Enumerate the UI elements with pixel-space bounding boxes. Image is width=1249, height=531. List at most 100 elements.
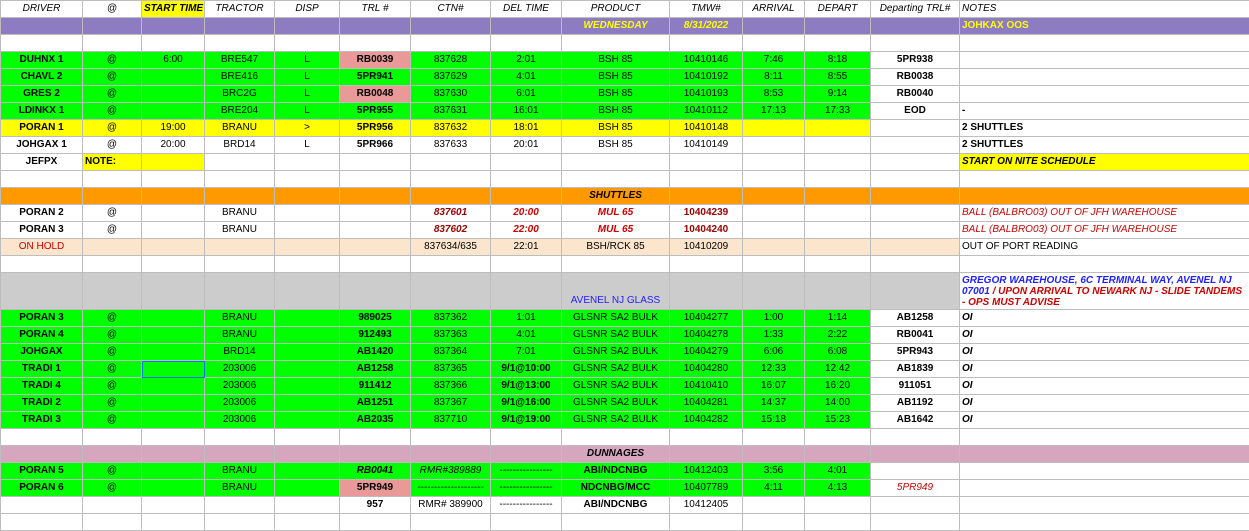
cell-at[interactable]: @ <box>83 69 142 86</box>
cell-start[interactable] <box>142 205 205 222</box>
cell-arrival[interactable]: 1:00 <box>743 310 805 327</box>
empty-cell[interactable] <box>1 171 83 188</box>
cell-del[interactable]: ---------------- <box>491 480 562 497</box>
cell-tmw[interactable]: 10404279 <box>670 344 743 361</box>
cell-tmw[interactable]: 10404281 <box>670 395 743 412</box>
empty-cell[interactable] <box>83 171 142 188</box>
empty-cell[interactable] <box>275 497 340 514</box>
empty-cell[interactable] <box>871 154 960 171</box>
cell-del[interactable]: 9/1@19:00 <box>491 412 562 429</box>
empty-cell[interactable] <box>411 429 491 446</box>
cell-driver[interactable]: ON HOLD <box>1 239 83 256</box>
cell-tractor[interactable]: 203006 <box>205 361 275 378</box>
empty-cell[interactable] <box>871 256 960 273</box>
empty-cell[interactable] <box>1 188 83 205</box>
cell-del[interactable]: ---------------- <box>491 497 562 514</box>
cell-product[interactable]: BSH/RCK 85 <box>562 239 670 256</box>
cell-notes[interactable]: OI <box>960 395 1249 412</box>
cell-arrival[interactable]: 8:11 <box>743 69 805 86</box>
cell-ctn[interactable]: 837365 <box>411 361 491 378</box>
cell-at[interactable]: @ <box>83 137 142 154</box>
cell-depart[interactable]: 4:01 <box>805 463 871 480</box>
cell-disp[interactable]: L <box>275 52 340 69</box>
empty-cell[interactable] <box>142 273 205 310</box>
cell-product[interactable]: ABI/NDCNBG <box>562 497 670 514</box>
cell-driver[interactable]: PORAN 4 <box>1 327 83 344</box>
cell-notes[interactable]: OI <box>960 327 1249 344</box>
cell-at[interactable]: @ <box>83 378 142 395</box>
cell-del[interactable]: 4:01 <box>491 69 562 86</box>
cell-dep-trl[interactable]: 5PR943 <box>871 344 960 361</box>
cell-del[interactable]: 9/1@10:00 <box>491 361 562 378</box>
cell-ctn[interactable]: 837362 <box>411 310 491 327</box>
cell-at[interactable]: @ <box>83 120 142 137</box>
cell-tractor[interactable]: BRANU <box>205 327 275 344</box>
cell-disp[interactable] <box>275 378 340 395</box>
header-arrival[interactable]: ARRIVAL <box>743 1 805 18</box>
cell-start[interactable]: 19:00 <box>142 120 205 137</box>
header-depart[interactable]: DEPART <box>805 1 871 18</box>
cell-dep-trl[interactable] <box>871 463 960 480</box>
empty-cell[interactable] <box>871 171 960 188</box>
cell-disp[interactable]: L <box>275 69 340 86</box>
cell-trl[interactable]: RB0041 <box>340 463 411 480</box>
empty-cell[interactable] <box>142 239 205 256</box>
header-disp[interactable]: DISP <box>275 1 340 18</box>
cell-arrival[interactable]: 12:33 <box>743 361 805 378</box>
cell-disp[interactable] <box>275 310 340 327</box>
cell-product[interactable]: GLSNR SA2 BULK <box>562 412 670 429</box>
cell-product[interactable]: BSH 85 <box>562 69 670 86</box>
cell-arrival[interactable]: 3:56 <box>743 463 805 480</box>
cell-del[interactable]: 6:01 <box>491 86 562 103</box>
cell-arrival[interactable]: 17:13 <box>743 103 805 120</box>
cell-tractor[interactable]: BRANU <box>205 463 275 480</box>
empty-cell[interactable] <box>960 497 1249 514</box>
cell-start[interactable] <box>142 412 205 429</box>
empty-cell[interactable] <box>1 446 83 463</box>
cell-arrival[interactable] <box>743 120 805 137</box>
cell-at[interactable]: @ <box>83 86 142 103</box>
empty-cell[interactable] <box>960 35 1249 52</box>
empty-cell[interactable] <box>205 188 275 205</box>
empty-cell[interactable] <box>142 35 205 52</box>
cell-product[interactable]: GLSNR SA2 BULK <box>562 310 670 327</box>
cell-start[interactable] <box>142 361 205 378</box>
cell-dep-trl[interactable] <box>871 222 960 239</box>
cell-start[interactable] <box>142 463 205 480</box>
empty-cell[interactable] <box>491 188 562 205</box>
cell-driver[interactable]: JOHGAX <box>1 344 83 361</box>
cell-del[interactable]: 2:01 <box>491 52 562 69</box>
cell-at[interactable]: @ <box>83 480 142 497</box>
cell-driver[interactable]: PORAN 3 <box>1 222 83 239</box>
empty-cell[interactable] <box>871 188 960 205</box>
empty-cell[interactable] <box>670 429 743 446</box>
cell-tractor[interactable]: BRD14 <box>205 344 275 361</box>
day-label[interactable]: WEDNESDAY <box>562 18 670 35</box>
cell-del[interactable]: 18:01 <box>491 120 562 137</box>
empty-cell[interactable] <box>205 514 275 531</box>
cell-trl[interactable] <box>340 222 411 239</box>
cell-tractor[interactable]: 203006 <box>205 412 275 429</box>
empty-cell[interactable] <box>205 239 275 256</box>
cell-ctn[interactable]: RMR# 389900 <box>411 497 491 514</box>
empty-cell[interactable] <box>670 188 743 205</box>
empty-cell[interactable] <box>340 239 411 256</box>
cell-trl[interactable]: 989025 <box>340 310 411 327</box>
date-label[interactable]: 8/31/2022 <box>670 18 743 35</box>
cell-tmw[interactable]: 10410209 <box>670 239 743 256</box>
cell-arrival[interactable]: 1:33 <box>743 327 805 344</box>
empty-cell[interactable] <box>205 429 275 446</box>
cell-start[interactable] <box>142 69 205 86</box>
empty-cell[interactable] <box>670 154 743 171</box>
cell-trl[interactable]: 957 <box>340 497 411 514</box>
cell-dep_trl[interactable]: RB0038 <box>871 69 960 86</box>
cell-tractor[interactable]: BRANU <box>205 480 275 497</box>
empty-cell[interactable] <box>805 154 871 171</box>
empty-cell[interactable] <box>1 497 83 514</box>
cell-product[interactable]: BSH 85 <box>562 120 670 137</box>
empty-cell[interactable] <box>275 188 340 205</box>
cell-ctn[interactable]: 837363 <box>411 327 491 344</box>
cell-arrival[interactable] <box>743 137 805 154</box>
cell-arrival[interactable]: 8:53 <box>743 86 805 103</box>
